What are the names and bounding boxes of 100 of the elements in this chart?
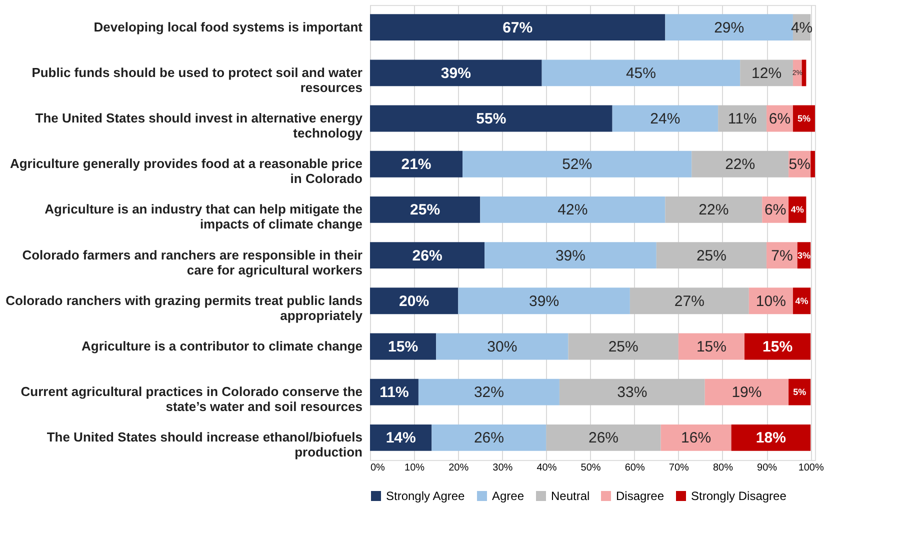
data-label: 33% bbox=[617, 384, 648, 402]
bar bbox=[370, 242, 485, 269]
data-label: 25% bbox=[410, 202, 440, 219]
bar bbox=[810, 150, 815, 178]
bar bbox=[370, 14, 666, 41]
x-tick-label: 0% bbox=[370, 462, 386, 474]
y-tick-label: Public funds should be used to protect soil and water resources bbox=[32, 64, 362, 95]
data-label: 11% bbox=[728, 110, 757, 128]
x-tick-label: 60% bbox=[624, 462, 645, 474]
x-tick-label: 10% bbox=[404, 462, 425, 474]
data-label: 22% bbox=[698, 202, 729, 219]
data-label: 52% bbox=[562, 156, 592, 174]
data-label: 15% bbox=[762, 338, 793, 356]
data-label: 24% bbox=[650, 110, 680, 128]
data-label: 26% bbox=[474, 430, 504, 447]
x-tick-label: 20% bbox=[448, 462, 469, 474]
bar bbox=[788, 378, 811, 406]
bar bbox=[665, 14, 793, 41]
bar bbox=[436, 333, 568, 360]
data-label: 6% bbox=[764, 202, 786, 219]
data-label: 45% bbox=[626, 64, 656, 82]
data-label: 67% bbox=[502, 19, 533, 36]
bar bbox=[370, 150, 463, 178]
data-label: 6% bbox=[768, 110, 791, 128]
data-label: 32% bbox=[474, 384, 504, 402]
legend-label: Strongly Disagree bbox=[691, 489, 787, 503]
data-label: 55% bbox=[476, 110, 506, 128]
bar bbox=[370, 60, 542, 86]
data-label: 25% bbox=[696, 247, 726, 264]
x-tick-label: 50% bbox=[580, 462, 601, 474]
bar bbox=[462, 150, 692, 178]
bar bbox=[568, 333, 678, 360]
bar bbox=[678, 333, 745, 360]
legend-label: Strongly Agree bbox=[386, 489, 466, 503]
data-label: 26% bbox=[412, 247, 442, 264]
bar bbox=[559, 378, 705, 406]
x-tick-label: 70% bbox=[668, 462, 690, 474]
bar bbox=[660, 424, 732, 451]
data-label: 27% bbox=[674, 292, 704, 310]
y-tick-label: Colorado farmers and ranchers are responsible in their care for agricultural workers bbox=[22, 247, 362, 278]
bar bbox=[692, 150, 789, 178]
bar bbox=[432, 424, 546, 451]
data-label: 3% bbox=[797, 250, 810, 260]
data-label: 26% bbox=[588, 430, 619, 447]
y-tick-label: The United States should invest in alternative energy technology bbox=[35, 110, 364, 141]
bar bbox=[418, 378, 560, 406]
legend-label: Disagree bbox=[616, 489, 664, 503]
data-label: 15% bbox=[388, 338, 418, 356]
data-label: 4% bbox=[790, 204, 804, 215]
legend-label: Neutral bbox=[551, 489, 590, 503]
legend-label: Agree bbox=[492, 489, 524, 503]
data-label: 42% bbox=[558, 202, 588, 219]
bar bbox=[370, 288, 458, 314]
data-label: 11% bbox=[380, 384, 409, 402]
y-tick-label: Agriculture is a contributor to climate change bbox=[82, 338, 362, 354]
data-label: 10% bbox=[756, 292, 786, 310]
data-label: 4% bbox=[790, 19, 813, 36]
y-tick-label: Current agricultural practices in Colorado conserve the state’s water and soil resources bbox=[20, 384, 362, 414]
bar bbox=[731, 424, 811, 451]
bar bbox=[612, 105, 718, 132]
data-label: 14% bbox=[386, 430, 416, 447]
bar bbox=[630, 288, 749, 314]
data-label: 39% bbox=[555, 247, 586, 264]
x-tick-label: 100% bbox=[798, 462, 824, 474]
data-label: 19% bbox=[732, 384, 762, 402]
bar bbox=[704, 378, 789, 406]
y-tick-label: Agriculture generally provides food at a reasonable price in Colorado bbox=[10, 156, 363, 186]
bar bbox=[480, 196, 666, 223]
data-label: 4% bbox=[795, 296, 808, 306]
y-tick-label: Developing local food systems is important bbox=[94, 19, 364, 34]
x-tick-label: 80% bbox=[712, 462, 734, 474]
bar bbox=[484, 242, 656, 269]
bar bbox=[458, 288, 630, 314]
data-label: 39% bbox=[529, 292, 560, 310]
y-tick-label: The United States should increase ethanol/biofuels production bbox=[46, 430, 363, 460]
x-tick-label: 90% bbox=[757, 462, 778, 474]
data-label: 5% bbox=[797, 114, 810, 124]
y-tick-label: Colorado ranchers with grazing permits treat public lands appropriately bbox=[6, 292, 364, 323]
bar bbox=[370, 105, 612, 132]
bar bbox=[802, 60, 806, 86]
x-tick-label: 30% bbox=[492, 462, 513, 474]
data-label: 21% bbox=[401, 156, 432, 174]
data-label: 5% bbox=[793, 387, 806, 398]
data-label: 18% bbox=[756, 430, 786, 447]
data-label: 30% bbox=[487, 338, 518, 356]
bar bbox=[546, 424, 661, 451]
data-label: 16% bbox=[681, 430, 712, 447]
bar bbox=[370, 196, 480, 223]
bar bbox=[665, 196, 762, 223]
data-label: 29% bbox=[714, 19, 744, 36]
data-label: 15% bbox=[696, 338, 726, 356]
x-tick-label: 40% bbox=[536, 462, 557, 474]
data-label: 7% bbox=[771, 247, 793, 264]
data-label: 39% bbox=[440, 64, 471, 82]
data-label: 22% bbox=[725, 156, 756, 174]
data-label: 20% bbox=[399, 292, 430, 310]
bar bbox=[740, 60, 793, 86]
data-label: 25% bbox=[608, 338, 638, 356]
data-label: 12% bbox=[752, 64, 782, 82]
bar bbox=[656, 242, 767, 269]
